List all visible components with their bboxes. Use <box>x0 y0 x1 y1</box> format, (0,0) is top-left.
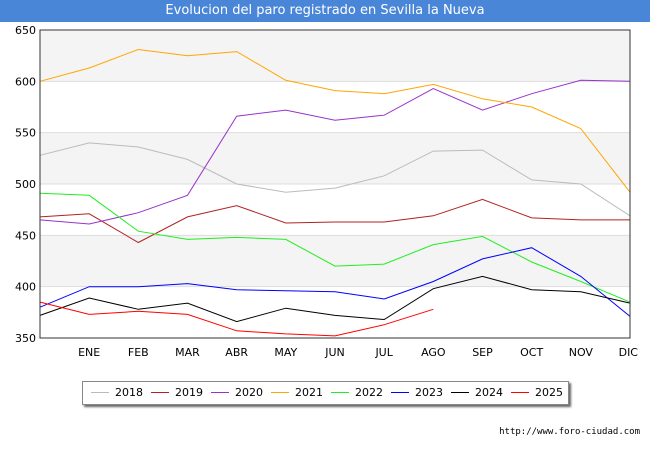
legend-swatch <box>331 392 349 393</box>
legend-label: 2023 <box>415 386 443 399</box>
source-link[interactable]: http://www.foro-ciudad.com <box>499 427 640 437</box>
legend-swatch <box>271 392 289 393</box>
series-line-2020 <box>39 79 631 225</box>
plot-frame <box>39 29 631 339</box>
series-line-2022 <box>39 192 631 303</box>
x-tick-label: OCT <box>520 346 543 359</box>
series-line-2018 <box>39 142 631 217</box>
legend-swatch <box>91 392 109 393</box>
x-tick-label: ABR <box>225 346 248 359</box>
y-tick-label: 600 <box>15 75 36 88</box>
legend-swatch <box>391 392 409 393</box>
legend-label: 2022 <box>355 386 383 399</box>
legend-swatch <box>511 392 529 393</box>
y-axis-ticks: 350 400 450 500 550 600 650 <box>15 24 36 345</box>
x-tick-label: MAY <box>274 346 297 359</box>
background-band <box>40 235 630 287</box>
x-axis-ticks: ENE FEB MAR ABR MAY JUN JUL AGO SEP OCT NOV DIC <box>78 346 638 359</box>
x-tick-label: JUN <box>324 346 345 359</box>
y-tick-label: 400 <box>15 281 36 294</box>
x-tick-label: AGO <box>421 346 446 359</box>
y-tick-label: 450 <box>15 229 36 242</box>
x-tick-label: DIC <box>619 346 639 359</box>
background-band <box>40 132 630 184</box>
x-tick-label: MAR <box>175 346 200 359</box>
legend: 2018 2019 2020 2021 2022 2023 2024 2025 <box>82 381 569 405</box>
series-line-2019 <box>39 198 630 244</box>
series-lines <box>39 48 631 337</box>
legend-label: 2018 <box>115 386 143 399</box>
x-tick-label: NOV <box>569 346 594 359</box>
legend-label: 2020 <box>235 386 263 399</box>
series-line-2023 <box>39 247 631 317</box>
y-tick-label: 350 <box>15 332 36 345</box>
x-tick-label: JUL <box>374 346 393 359</box>
background-band <box>40 30 630 82</box>
legend-swatch <box>451 392 469 393</box>
chart-title: Evolucion del paro registrado en Sevilla… <box>0 0 650 22</box>
legend-swatch <box>211 392 229 393</box>
legend-label: 2019 <box>175 386 203 399</box>
x-tick-label: FEB <box>128 346 149 359</box>
legend-label: 2024 <box>475 386 503 399</box>
legend-label: 2025 <box>535 386 563 399</box>
plot-background-bands <box>40 30 630 287</box>
legend-swatch <box>151 392 169 393</box>
series-line-2024 <box>39 275 631 323</box>
y-tick-label: 550 <box>15 127 36 140</box>
x-tick-label: SEP <box>472 346 493 359</box>
y-tick-label: 650 <box>15 24 36 37</box>
series-line-2021 <box>39 48 631 193</box>
legend-label: 2021 <box>295 386 323 399</box>
y-tick-label: 500 <box>15 178 36 191</box>
x-tick-label: ENE <box>78 346 100 359</box>
series-line-2025 <box>39 301 434 337</box>
